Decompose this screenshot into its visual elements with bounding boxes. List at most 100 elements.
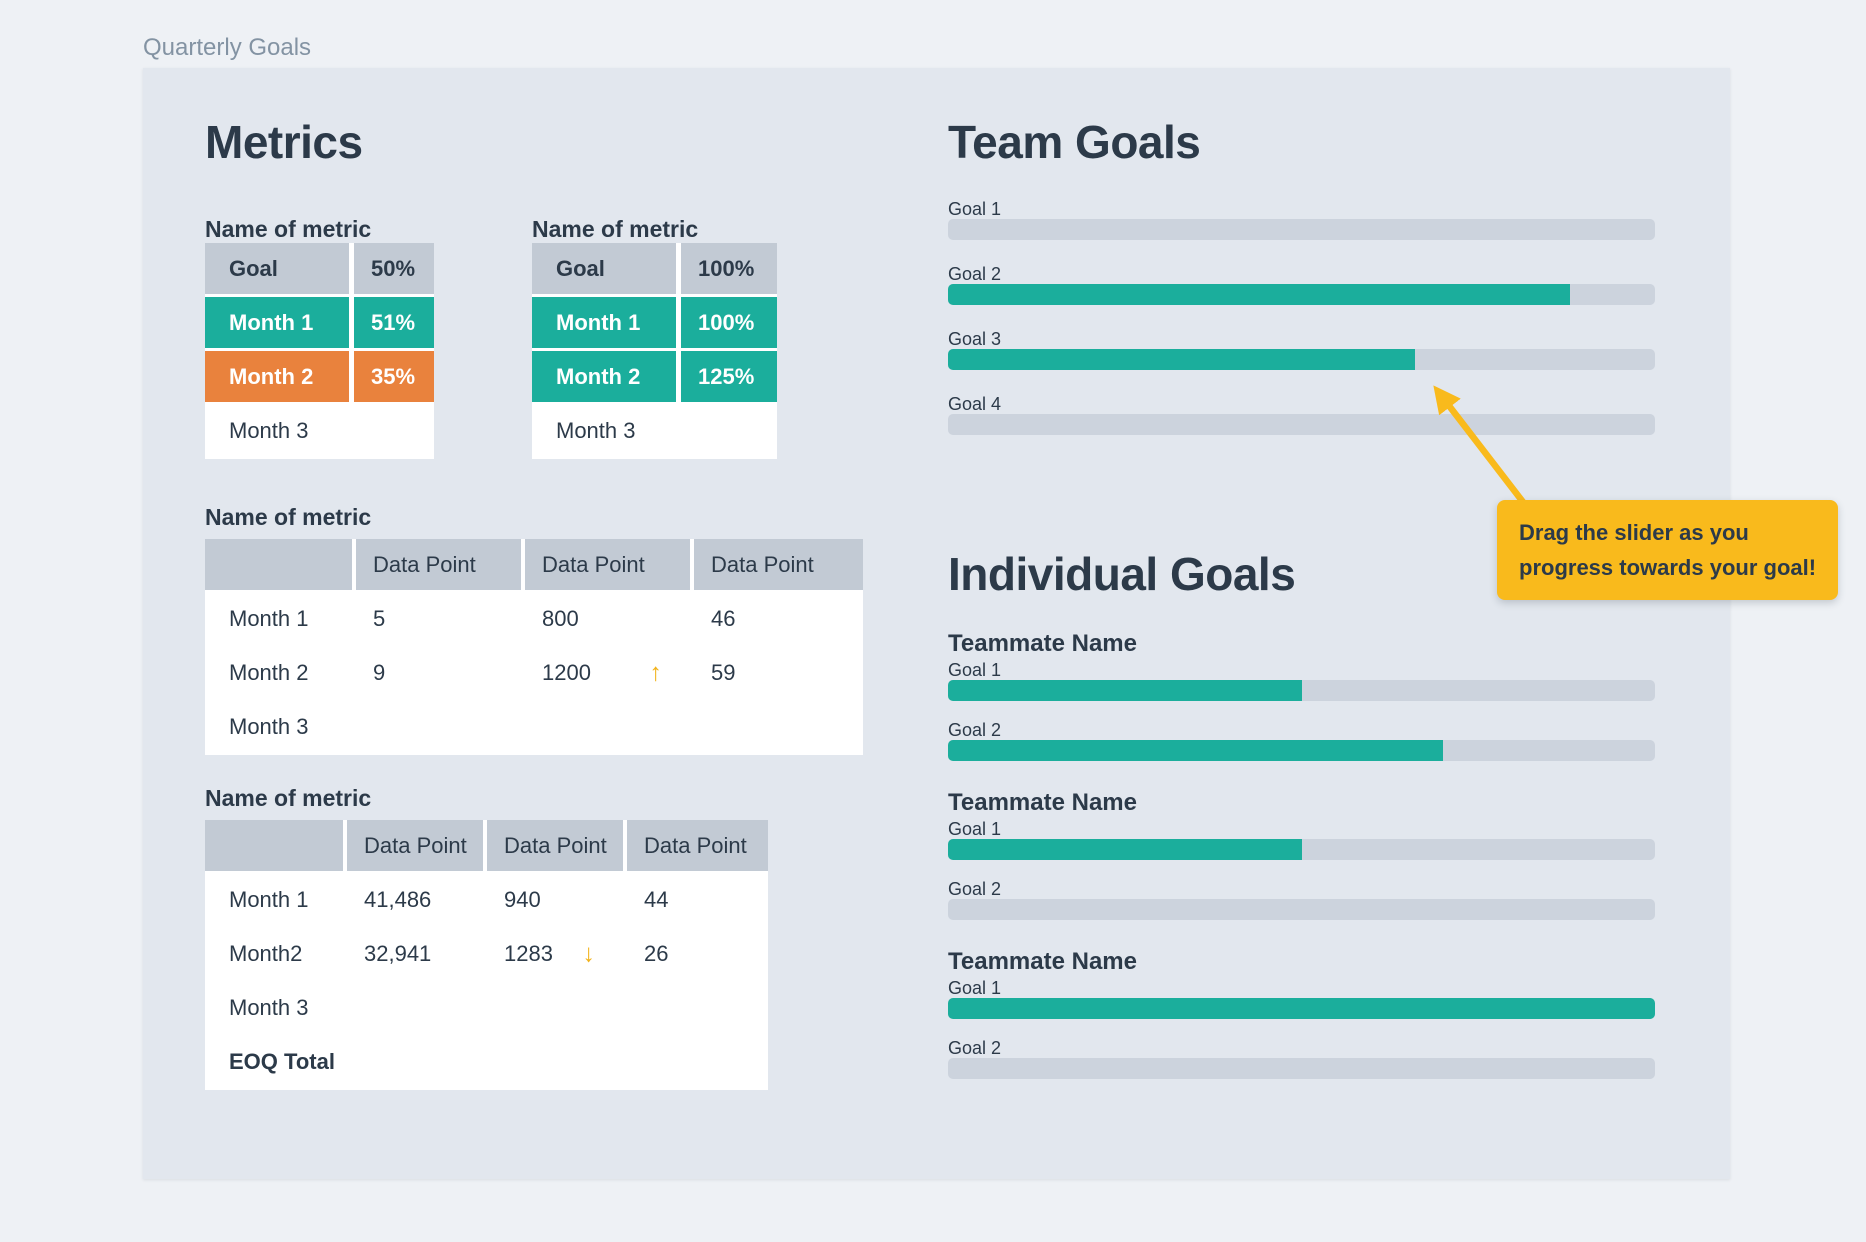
total-label-cell[interactable]: EOQ Total bbox=[205, 1036, 347, 1090]
metric-name-label: Name of metric bbox=[205, 504, 372, 530]
value-cell[interactable] bbox=[347, 1036, 487, 1090]
value-cell[interactable]: 9 bbox=[356, 647, 525, 701]
month-cell[interactable]: Month 3 bbox=[205, 982, 347, 1036]
tooltip: Drag the slider as you progress towards … bbox=[1497, 500, 1839, 600]
progress-fill-slider[interactable] bbox=[948, 740, 1443, 761]
empty-header-cell[interactable] bbox=[205, 820, 347, 874]
progress-track[interactable] bbox=[948, 349, 1655, 370]
table-header-row: Goal 100% bbox=[532, 243, 777, 297]
trend-up-icon: ↑ bbox=[649, 658, 663, 686]
progress-track[interactable] bbox=[948, 998, 1655, 1019]
goal-value-header-cell[interactable]: 100% bbox=[681, 243, 777, 297]
value-cell[interactable]: 1283 ↓ bbox=[487, 928, 627, 982]
month-cell[interactable]: Month 3 bbox=[205, 405, 354, 459]
progress-track[interactable] bbox=[948, 1058, 1655, 1079]
value-cell[interactable] bbox=[525, 701, 694, 755]
callout-arrow-icon bbox=[1433, 385, 1527, 506]
value-cell[interactable] bbox=[354, 405, 434, 459]
column-header-cell[interactable]: Data Point bbox=[694, 539, 863, 593]
value-cell[interactable] bbox=[681, 405, 777, 459]
page-title: Quarterly Goals bbox=[143, 34, 312, 61]
table-header-row: Data Point Data Point Data Point bbox=[205, 539, 863, 593]
value-cell[interactable] bbox=[694, 701, 863, 755]
value-cell[interactable] bbox=[627, 1036, 768, 1090]
goal-header-cell[interactable]: Goal bbox=[532, 243, 681, 297]
month-cell[interactable]: Month 1 bbox=[205, 297, 354, 351]
progress-fill-slider[interactable] bbox=[948, 680, 1302, 701]
teammate-block: Teammate Name Goal 1 Goal 2 bbox=[948, 631, 1655, 761]
progress-track[interactable] bbox=[948, 839, 1655, 860]
month-cell[interactable]: Month 2 bbox=[205, 351, 354, 405]
value-cell[interactable]: 26 bbox=[627, 928, 768, 982]
empty-header-cell[interactable] bbox=[205, 539, 356, 593]
goals-section: Team Goals Goal 1 Goal 2 Goal 3 Goal 4 bbox=[948, 114, 1655, 1108]
progress-track[interactable] bbox=[948, 414, 1655, 435]
value-cell[interactable]: 46 bbox=[694, 593, 863, 647]
column-header-cell[interactable]: Data Point bbox=[627, 820, 768, 874]
goal-label: Goal 1 bbox=[948, 199, 1002, 219]
progress-track[interactable] bbox=[948, 899, 1655, 920]
month-cell[interactable]: Month 2 bbox=[532, 351, 681, 405]
tooltip-text-line: Drag the slider as you bbox=[1519, 520, 1749, 545]
value-cell[interactable]: 800 bbox=[525, 593, 694, 647]
cell-value: 1200 bbox=[542, 659, 591, 685]
column-header-cell[interactable]: Data Point bbox=[347, 820, 487, 874]
value-cell[interactable] bbox=[487, 1036, 627, 1090]
table-row: Month 2 9 1200 ↑ 59 bbox=[205, 647, 863, 701]
teammate-block: Teammate Name Goal 1 Goal 2 bbox=[948, 949, 1655, 1079]
month-cell[interactable]: Month 2 bbox=[205, 647, 356, 701]
table-row: Month 1 100% bbox=[532, 297, 777, 351]
table-row: Month 1 51% bbox=[205, 297, 434, 351]
team-goals-heading: Team Goals bbox=[948, 116, 1201, 168]
value-cell[interactable] bbox=[487, 982, 627, 1036]
teammate-name: Teammate Name bbox=[948, 789, 1137, 816]
value-cell[interactable]: 1200 ↑ bbox=[525, 647, 694, 701]
goal-table: Goal 100% Month 1 100% Month 2 125% bbox=[532, 243, 777, 459]
goal-label: Goal 1 bbox=[948, 660, 1002, 680]
column-header-cell[interactable]: Data Point bbox=[487, 820, 627, 874]
progress-track[interactable] bbox=[948, 680, 1655, 701]
team-goal-item: Goal 4 bbox=[948, 394, 1655, 435]
progress-track[interactable] bbox=[948, 284, 1655, 305]
value-cell[interactable] bbox=[347, 982, 487, 1036]
table-header-row: Goal 50% bbox=[205, 243, 434, 297]
value-cell[interactable] bbox=[356, 701, 525, 755]
value-cell[interactable]: 51% bbox=[354, 297, 434, 351]
progress-track[interactable] bbox=[948, 219, 1655, 240]
table-row: Month 3 bbox=[205, 701, 863, 755]
month-cell[interactable]: Month 1 bbox=[205, 874, 347, 928]
column-header-cell[interactable]: Data Point bbox=[356, 539, 525, 593]
value-cell[interactable]: 41,486 bbox=[347, 874, 487, 928]
value-cell[interactable]: 100% bbox=[681, 297, 777, 351]
progress-fill-slider[interactable] bbox=[948, 284, 1571, 305]
column-header-cell[interactable]: Data Point bbox=[525, 539, 694, 593]
month-cell[interactable]: Month 3 bbox=[532, 405, 681, 459]
progress-fill-slider[interactable] bbox=[948, 349, 1415, 370]
table-header-row: Data Point Data Point Data Point bbox=[205, 820, 768, 874]
value-cell[interactable]: 5 bbox=[356, 593, 525, 647]
progress-track[interactable] bbox=[948, 740, 1655, 761]
individual-goal-item: Goal 1 bbox=[948, 661, 1655, 701]
goal-value-header-cell[interactable]: 50% bbox=[354, 243, 434, 297]
teammate-block: Teammate Name Goal 1 Goal 2 bbox=[948, 790, 1655, 920]
table-row: Month 2 35% bbox=[205, 351, 434, 405]
value-cell[interactable]: 35% bbox=[354, 351, 434, 405]
progress-fill-slider[interactable] bbox=[948, 839, 1302, 860]
month-cell[interactable]: Month 3 bbox=[205, 701, 356, 755]
value-cell[interactable]: 32,941 bbox=[347, 928, 487, 982]
month-cell[interactable]: Month 1 bbox=[205, 593, 356, 647]
value-cell[interactable]: 44 bbox=[627, 874, 768, 928]
goal-table: Goal 50% Month 1 51% Month 2 35% bbox=[205, 243, 434, 459]
table-row: Month 3 bbox=[532, 405, 777, 459]
value-cell[interactable]: 59 bbox=[694, 647, 863, 701]
progress-fill-slider[interactable] bbox=[948, 998, 1655, 1019]
metric-block: Name of metric Goal 50% Month 1 51% bbox=[205, 215, 532, 459]
metric-name-label: Name of metric bbox=[205, 785, 372, 811]
value-cell[interactable] bbox=[627, 982, 768, 1036]
goal-header-cell[interactable]: Goal bbox=[205, 243, 354, 297]
month-cell[interactable]: Month2 bbox=[205, 928, 347, 982]
value-cell[interactable]: 125% bbox=[681, 351, 777, 405]
value-cell[interactable]: 940 bbox=[487, 874, 627, 928]
month-cell[interactable]: Month 1 bbox=[532, 297, 681, 351]
individual-goals-heading: Individual Goals bbox=[948, 548, 1296, 600]
